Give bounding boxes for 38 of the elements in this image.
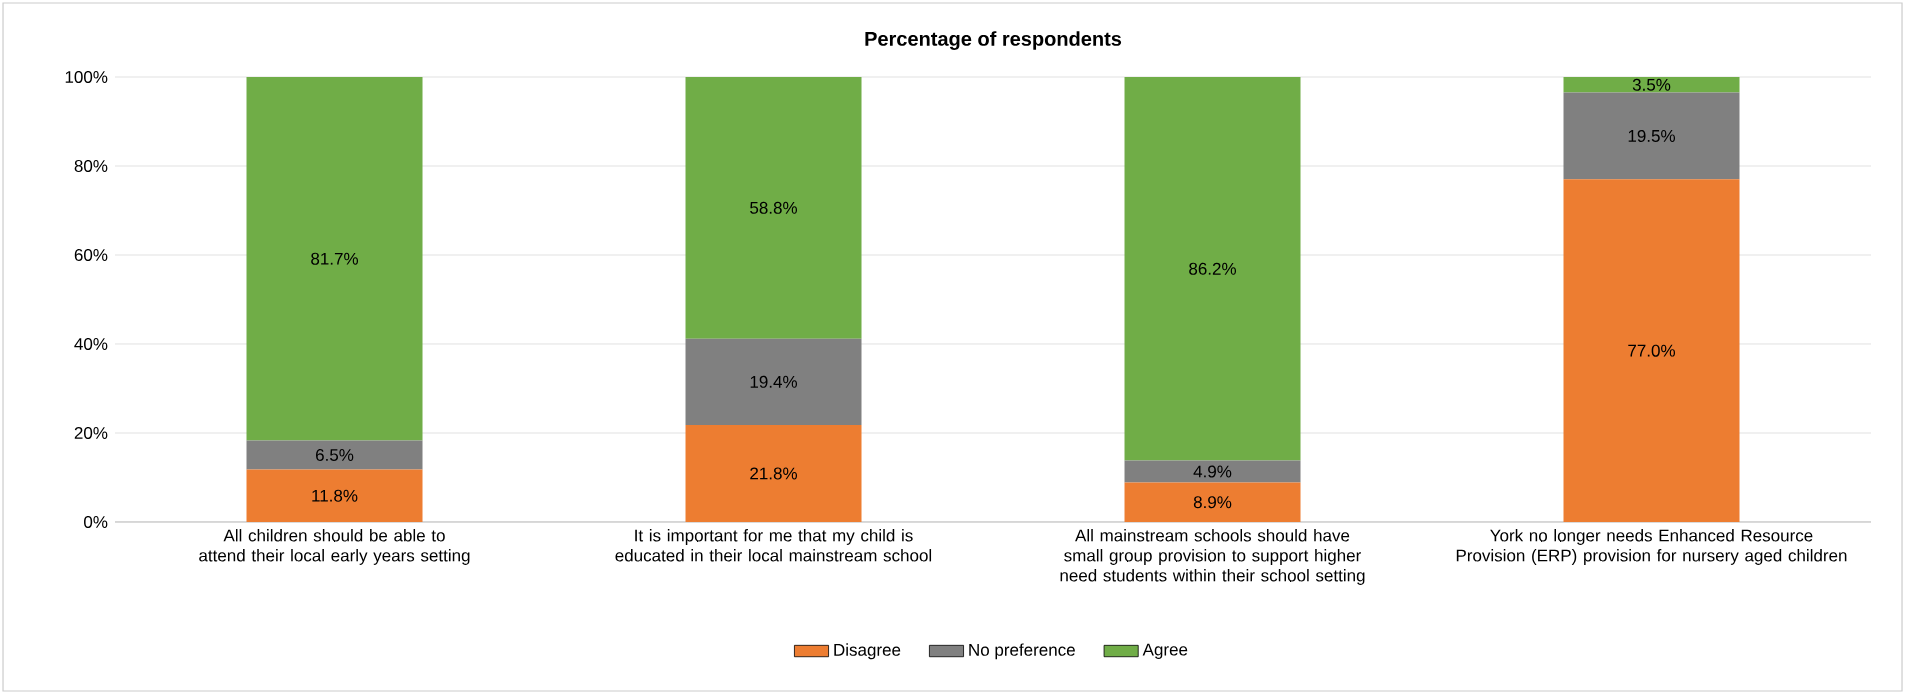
- data-label: 86.2%: [1189, 262, 1237, 275]
- chart-title: Percentage of respondents: [865, 31, 1122, 50]
- data-label: 4.9%: [1193, 465, 1232, 478]
- data-label: 81.7%: [311, 252, 359, 265]
- bar: [685, 76, 862, 339]
- data-label: 77.0%: [1628, 344, 1676, 357]
- x-tick-label: It is important for me that my child is educated in their local mainstream school: [615, 529, 932, 562]
- x-tick-label: All children should be able to attend their local early years setting: [199, 529, 470, 565]
- data-label: 3.5%: [1632, 78, 1671, 91]
- bar: [246, 469, 423, 522]
- data-label: 11.8%: [312, 489, 358, 502]
- bar: [246, 440, 423, 470]
- bar: [1563, 76, 1740, 93]
- bar: [1124, 460, 1301, 483]
- bar: [1124, 482, 1301, 522]
- data-label: 19.5%: [1628, 129, 1676, 142]
- data-label: 58.8%: [750, 201, 798, 214]
- bar: [1563, 179, 1740, 522]
- legend-label: Agree: [1142, 643, 1188, 659]
- bar: [1563, 92, 1740, 180]
- data-label: 8.9%: [1193, 496, 1232, 509]
- y-tick-label: 100%: [65, 70, 108, 83]
- y-tick-label: 40%: [74, 337, 108, 350]
- legend-label: Disagree: [834, 643, 901, 660]
- x-tick-label: All mainstream schools should have small group provision to support higher need students within their school setting: [1060, 529, 1365, 585]
- bar: [1124, 76, 1301, 461]
- bar: [685, 338, 862, 425]
- data-label: 6.5%: [316, 449, 354, 462]
- bar: [685, 424, 862, 522]
- y-tick-label: 80%: [74, 159, 108, 172]
- y-tick-label: 0%: [84, 515, 108, 528]
- data-label: 21.8%: [750, 467, 798, 480]
- legend-label: No preference: [969, 643, 1075, 660]
- y-tick-label: 60%: [74, 248, 108, 261]
- x-tick-label: York no longer needs Enhanced Resource Provision (ERP) provision for nursery aged children: [1456, 529, 1847, 565]
- data-label: 19.4%: [750, 375, 798, 388]
- y-tick-label: 20%: [74, 426, 108, 439]
- bar: [246, 76, 423, 441]
